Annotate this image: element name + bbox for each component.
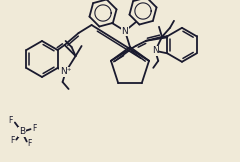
- Text: F: F: [32, 124, 37, 133]
- Text: F: F: [28, 139, 32, 148]
- Text: N: N: [122, 27, 128, 35]
- Text: B: B: [19, 127, 25, 137]
- Text: N⁺: N⁺: [60, 68, 71, 76]
- Text: N: N: [152, 46, 159, 55]
- Text: F: F: [9, 116, 13, 125]
- Text: F: F: [10, 136, 14, 145]
